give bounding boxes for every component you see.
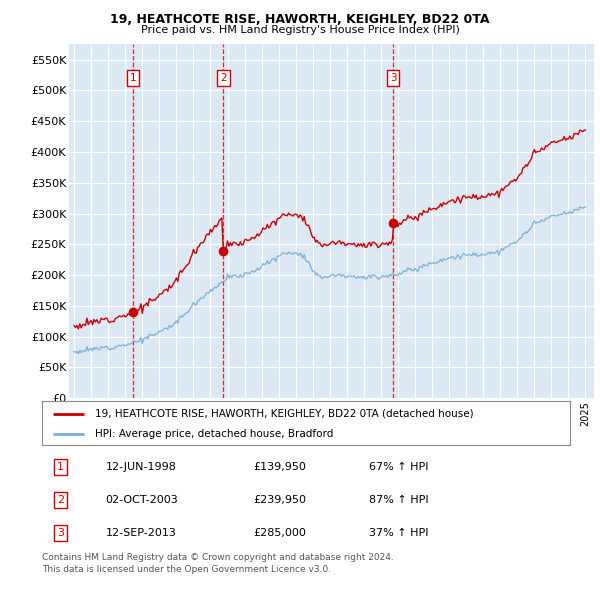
Text: £139,950: £139,950	[253, 462, 306, 472]
Text: Price paid vs. HM Land Registry's House Price Index (HPI): Price paid vs. HM Land Registry's House …	[140, 25, 460, 35]
Text: £239,950: £239,950	[253, 495, 306, 505]
Text: 2: 2	[57, 495, 64, 505]
Text: This data is licensed under the Open Government Licence v3.0.: This data is licensed under the Open Gov…	[42, 565, 331, 574]
Text: 19, HEATHCOTE RISE, HAWORTH, KEIGHLEY, BD22 0TA: 19, HEATHCOTE RISE, HAWORTH, KEIGHLEY, B…	[110, 13, 490, 26]
Text: 87% ↑ HPI: 87% ↑ HPI	[370, 495, 429, 505]
Text: £285,000: £285,000	[253, 528, 306, 538]
Text: 1: 1	[130, 73, 136, 83]
Text: 02-OCT-2003: 02-OCT-2003	[106, 495, 178, 505]
Text: 3: 3	[57, 528, 64, 538]
Text: 37% ↑ HPI: 37% ↑ HPI	[370, 528, 429, 538]
Text: 12-JUN-1998: 12-JUN-1998	[106, 462, 176, 472]
Text: 3: 3	[389, 73, 397, 83]
Text: Contains HM Land Registry data © Crown copyright and database right 2024.: Contains HM Land Registry data © Crown c…	[42, 553, 394, 562]
Text: HPI: Average price, detached house, Bradford: HPI: Average price, detached house, Brad…	[95, 428, 333, 438]
Text: 12-SEP-2013: 12-SEP-2013	[106, 528, 176, 538]
Text: 2: 2	[220, 73, 227, 83]
Text: 19, HEATHCOTE RISE, HAWORTH, KEIGHLEY, BD22 0TA (detached house): 19, HEATHCOTE RISE, HAWORTH, KEIGHLEY, B…	[95, 409, 473, 418]
Text: 1: 1	[57, 462, 64, 472]
Text: 67% ↑ HPI: 67% ↑ HPI	[370, 462, 429, 472]
